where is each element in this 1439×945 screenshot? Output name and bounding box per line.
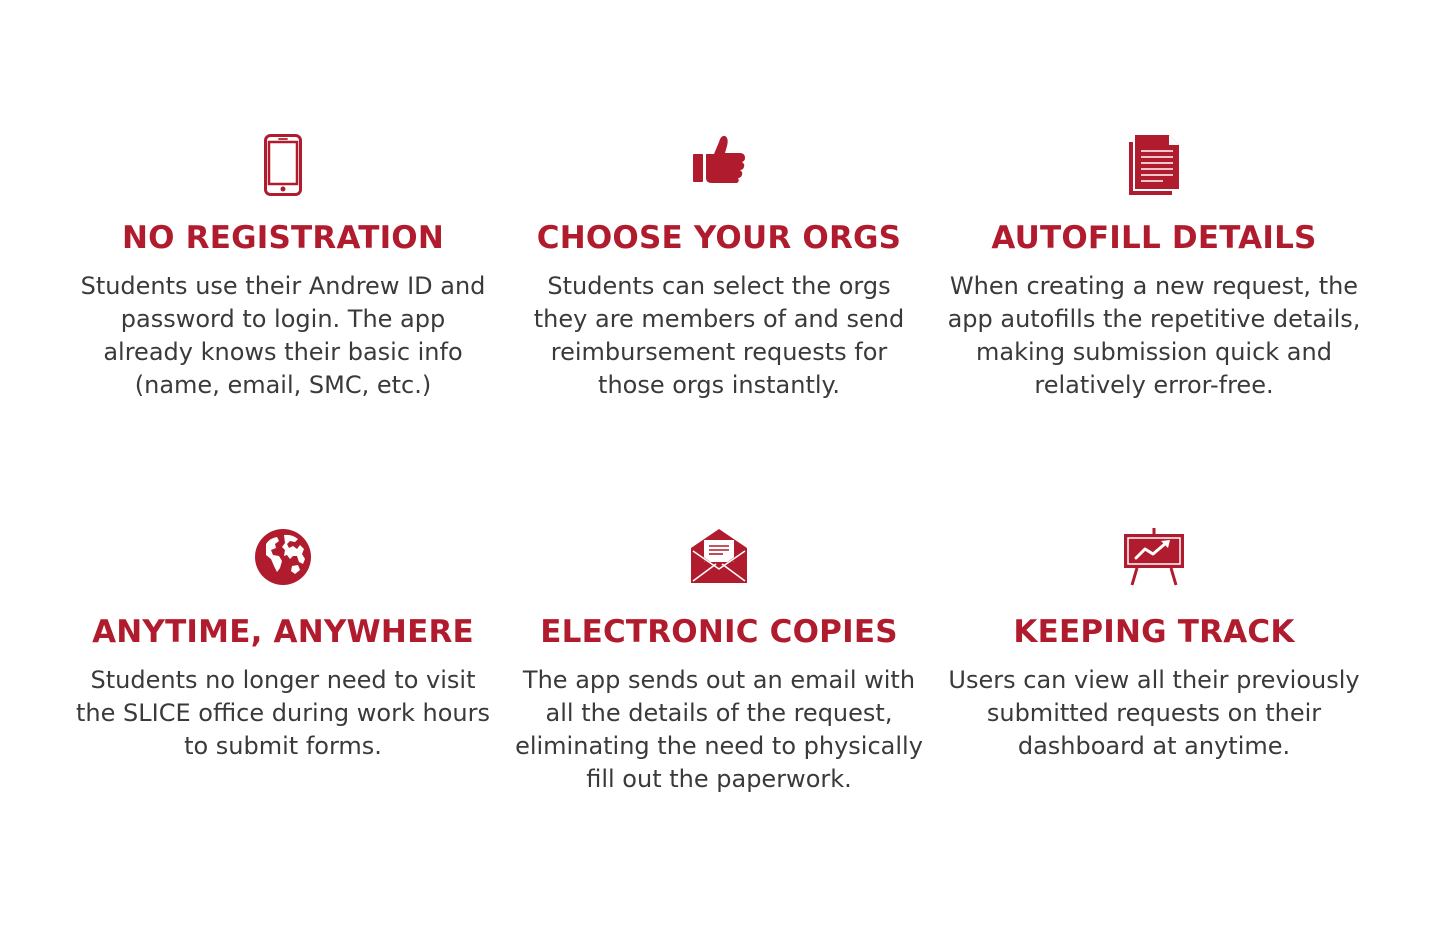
feature-title: KEEPING TRACK bbox=[924, 612, 1384, 652]
feature-description: Users can view all their previously subm… bbox=[944, 664, 1364, 763]
presentation-chart-icon bbox=[1123, 528, 1185, 586]
envelope-icon bbox=[690, 528, 748, 584]
globe-icon bbox=[254, 528, 312, 586]
feature-description: Students no longer need to visit the SLI… bbox=[73, 664, 493, 763]
feature-title: CHOOSE YOUR ORGS bbox=[489, 218, 949, 258]
feature-description: The app sends out an email with all the … bbox=[509, 664, 929, 796]
smartphone-icon bbox=[264, 134, 302, 196]
feature-title: NO REGISTRATION bbox=[53, 218, 513, 258]
feature-title: ELECTRONIC COPIES bbox=[489, 612, 949, 652]
thumbs-up-icon bbox=[692, 134, 746, 184]
feature-title: AUTOFILL DETAILS bbox=[924, 218, 1384, 258]
feature-description: When creating a new request, the app aut… bbox=[944, 270, 1364, 402]
document-icon bbox=[1128, 134, 1180, 196]
feature-title: ANYTIME, ANYWHERE bbox=[53, 612, 513, 652]
feature-description: Students can select the orgs they are me… bbox=[529, 270, 909, 402]
feature-description: Students use their Andrew ID and passwor… bbox=[73, 270, 493, 402]
